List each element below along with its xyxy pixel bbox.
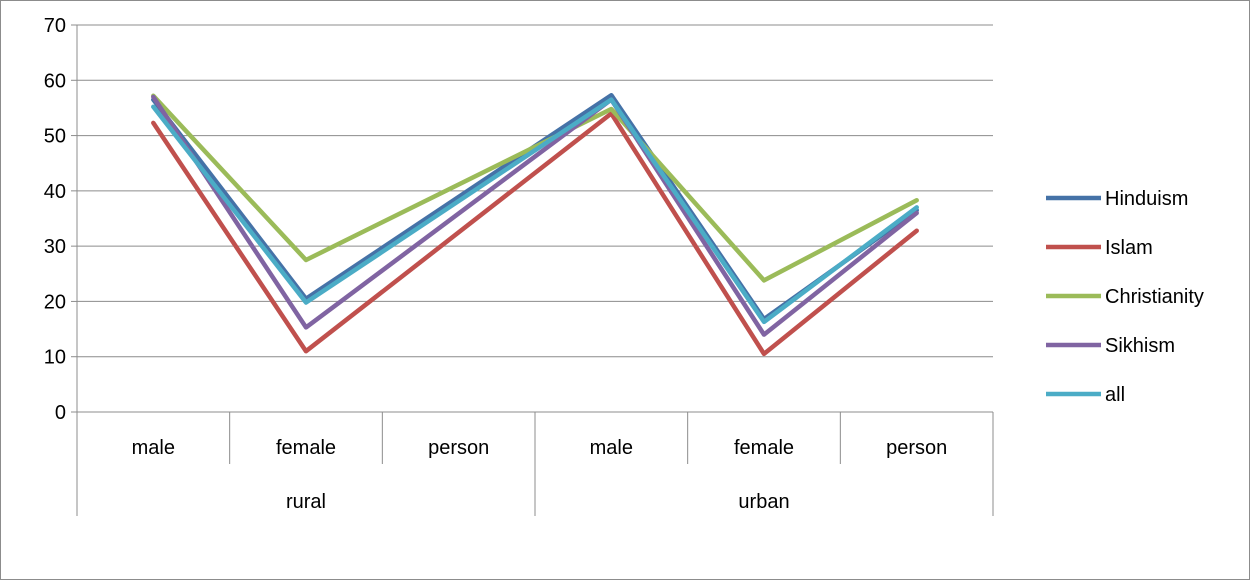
axes [71, 24, 994, 516]
y-tick-label: 10 [44, 347, 66, 369]
y-tick-label: 70 [44, 15, 66, 37]
legend-label: Sikhism [1105, 335, 1175, 357]
y-tick-label: 50 [44, 126, 66, 148]
x-category-label: female [734, 437, 794, 459]
y-tick-label: 0 [55, 402, 66, 424]
legend: Hinduism Islam Christianity Sikhism all [1046, 188, 1204, 406]
x-group-label: urban [738, 491, 789, 513]
x-group-label: rural [286, 491, 326, 513]
y-tick-label: 30 [44, 236, 66, 258]
legend-label: Hinduism [1105, 188, 1188, 210]
x-category-label: female [276, 437, 336, 459]
series-lines [151, 92, 919, 357]
series-line-all [151, 97, 919, 325]
x-category-label: person [428, 437, 489, 459]
y-axis-tick-labels: 0 10 20 30 40 50 60 70 [44, 15, 66, 424]
y-tick-label: 20 [44, 291, 66, 313]
y-tick-label: 40 [44, 181, 66, 203]
x-category-label: person [886, 437, 947, 459]
series-line-islam [151, 111, 919, 357]
x-category-label: male [590, 437, 633, 459]
y-tick-label: 60 [44, 70, 66, 92]
series-line-christianity [151, 93, 919, 283]
legend-label: Christianity [1105, 286, 1204, 308]
x-category-label: male [132, 437, 175, 459]
legend-label: all [1105, 384, 1125, 406]
series-line-hinduism [151, 92, 919, 322]
gridlines [77, 24, 993, 358]
x-axis-tick-labels: male female person male female person rural urb… [132, 437, 948, 513]
legend-label: Islam [1105, 237, 1153, 259]
